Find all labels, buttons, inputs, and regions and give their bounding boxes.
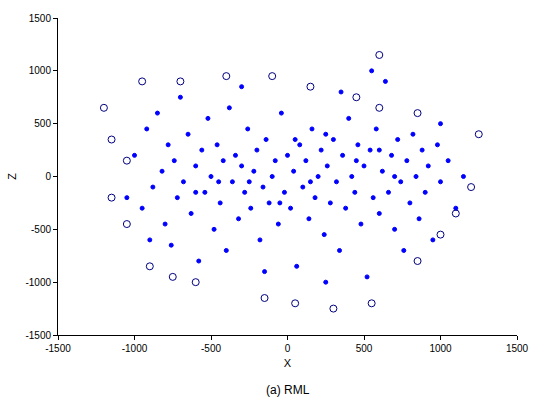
svg-text:Z: Z bbox=[6, 173, 18, 180]
svg-text:1000: 1000 bbox=[29, 65, 52, 76]
svg-text:X: X bbox=[284, 357, 292, 369]
svg-text:1000: 1000 bbox=[429, 343, 452, 354]
svg-text:-1500: -1500 bbox=[45, 343, 71, 354]
svg-text:0: 0 bbox=[285, 343, 291, 354]
svg-text:-500: -500 bbox=[201, 343, 221, 354]
svg-text:-1000: -1000 bbox=[25, 277, 51, 288]
svg-text:0: 0 bbox=[45, 171, 51, 182]
svg-text:(a) RML: (a) RML bbox=[266, 383, 310, 397]
svg-text:-1500: -1500 bbox=[25, 330, 51, 341]
svg-text:-500: -500 bbox=[31, 224, 51, 235]
svg-text:500: 500 bbox=[356, 343, 373, 354]
svg-text:500: 500 bbox=[34, 118, 51, 129]
svg-text:-1000: -1000 bbox=[122, 343, 148, 354]
svg-text:1500: 1500 bbox=[29, 13, 52, 24]
svg-text:1500: 1500 bbox=[506, 343, 529, 354]
